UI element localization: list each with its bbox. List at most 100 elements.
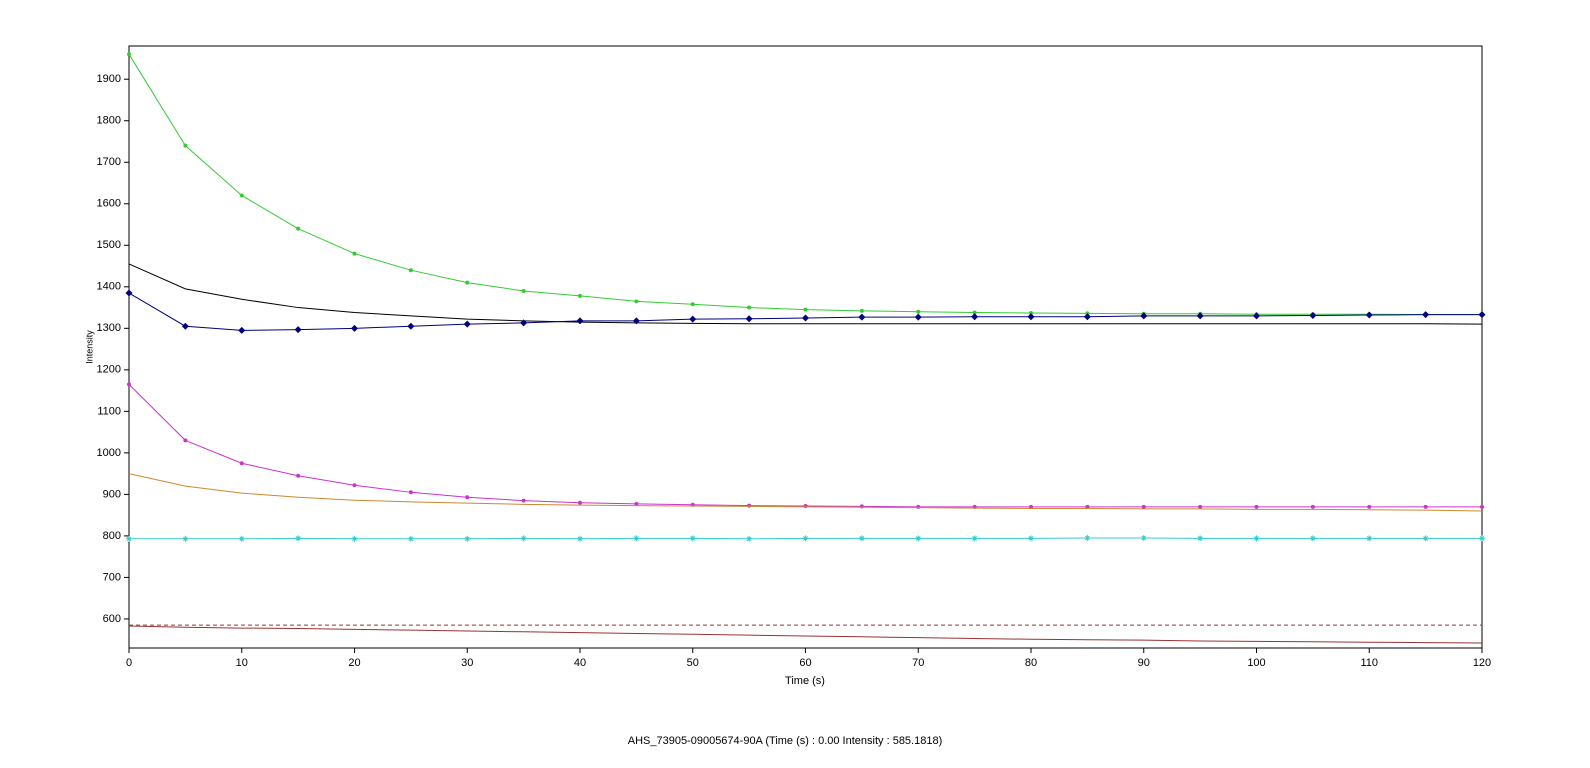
point [1140,312,1148,320]
y-tick-label: 800 [103,530,121,542]
series-line [128,384,1482,508]
point [634,299,639,304]
point [1422,311,1430,319]
status-text: AHS_73905-09005674-90A (Time (s) : 0.00 … [628,735,943,747]
point [1029,310,1033,315]
point [296,226,301,231]
point [127,382,131,387]
point [1085,504,1090,509]
point [747,305,752,310]
point [352,251,357,256]
point [464,535,471,542]
point [408,490,413,495]
point [1028,535,1034,542]
point [239,461,244,466]
point [1084,534,1091,541]
point [351,324,358,332]
point [463,320,471,328]
y-tick-label: 1100 [97,405,121,417]
point [971,535,978,542]
y-tick-label: 1700 [97,156,121,168]
point [859,504,864,509]
point [1423,504,1428,509]
point [1366,535,1373,542]
series-line [128,292,1482,331]
point [1365,311,1373,319]
y-tick-label: 600 [103,613,121,625]
point [182,535,189,542]
y-tick-label: 1500 [97,239,121,251]
point [296,473,301,478]
point [351,535,358,542]
point [521,498,526,503]
point [803,307,808,312]
point [1197,535,1204,542]
x-tick-label: 30 [461,657,473,669]
point [1309,535,1316,542]
x-tick-label: 80 [1025,657,1037,669]
y-tick-label: 1400 [97,281,121,293]
point [1480,504,1484,509]
point [633,535,640,542]
point [632,317,640,325]
point [689,315,697,323]
point [183,143,188,148]
x-tick-label: 40 [574,657,586,669]
point [576,317,584,325]
point [1478,311,1486,319]
y-axis-label: Intensity [84,330,94,364]
point [858,313,866,321]
point [295,535,302,542]
point [1309,311,1317,319]
point [238,535,245,542]
point [1140,534,1147,541]
point [407,535,414,542]
point [802,314,809,322]
series-line [128,54,1482,316]
x-tick-label: 60 [799,657,811,669]
point [578,293,582,298]
point [126,535,132,542]
x-tick-label: 110 [1360,657,1378,669]
y-tick-label: 1600 [97,198,121,210]
point [1367,504,1372,509]
point [181,322,189,330]
x-tick-label: 10 [236,657,248,669]
point [238,326,246,334]
point [407,322,415,330]
series-line [128,625,1483,644]
point [465,495,470,500]
point [972,310,977,315]
point [1310,504,1315,509]
point [914,313,922,321]
point [1253,312,1260,320]
point [520,319,528,327]
point [1027,313,1035,321]
point [859,308,864,313]
point [125,289,133,297]
point [916,504,921,509]
point [1253,535,1260,542]
y-tick-label: 1800 [97,115,121,127]
x-tick-label: 120 [1473,657,1491,669]
y-tick-label: 700 [103,571,121,583]
point [578,500,582,505]
x-tick-label: 70 [912,657,924,669]
point [294,326,302,334]
point [971,313,979,321]
point [803,504,808,509]
point [521,288,526,293]
x-tick-label: 90 [1138,657,1150,669]
y-tick-label: 1200 [97,364,121,376]
series-line [128,473,1483,512]
point [408,268,413,273]
plot-frame [128,45,1483,649]
point [520,535,527,542]
y-tick-label: 1300 [97,322,121,334]
y-tick-label: 1900 [97,73,121,85]
point [745,315,753,323]
point [1141,504,1146,509]
x-tick-label: 100 [1247,657,1265,669]
point [465,280,470,285]
